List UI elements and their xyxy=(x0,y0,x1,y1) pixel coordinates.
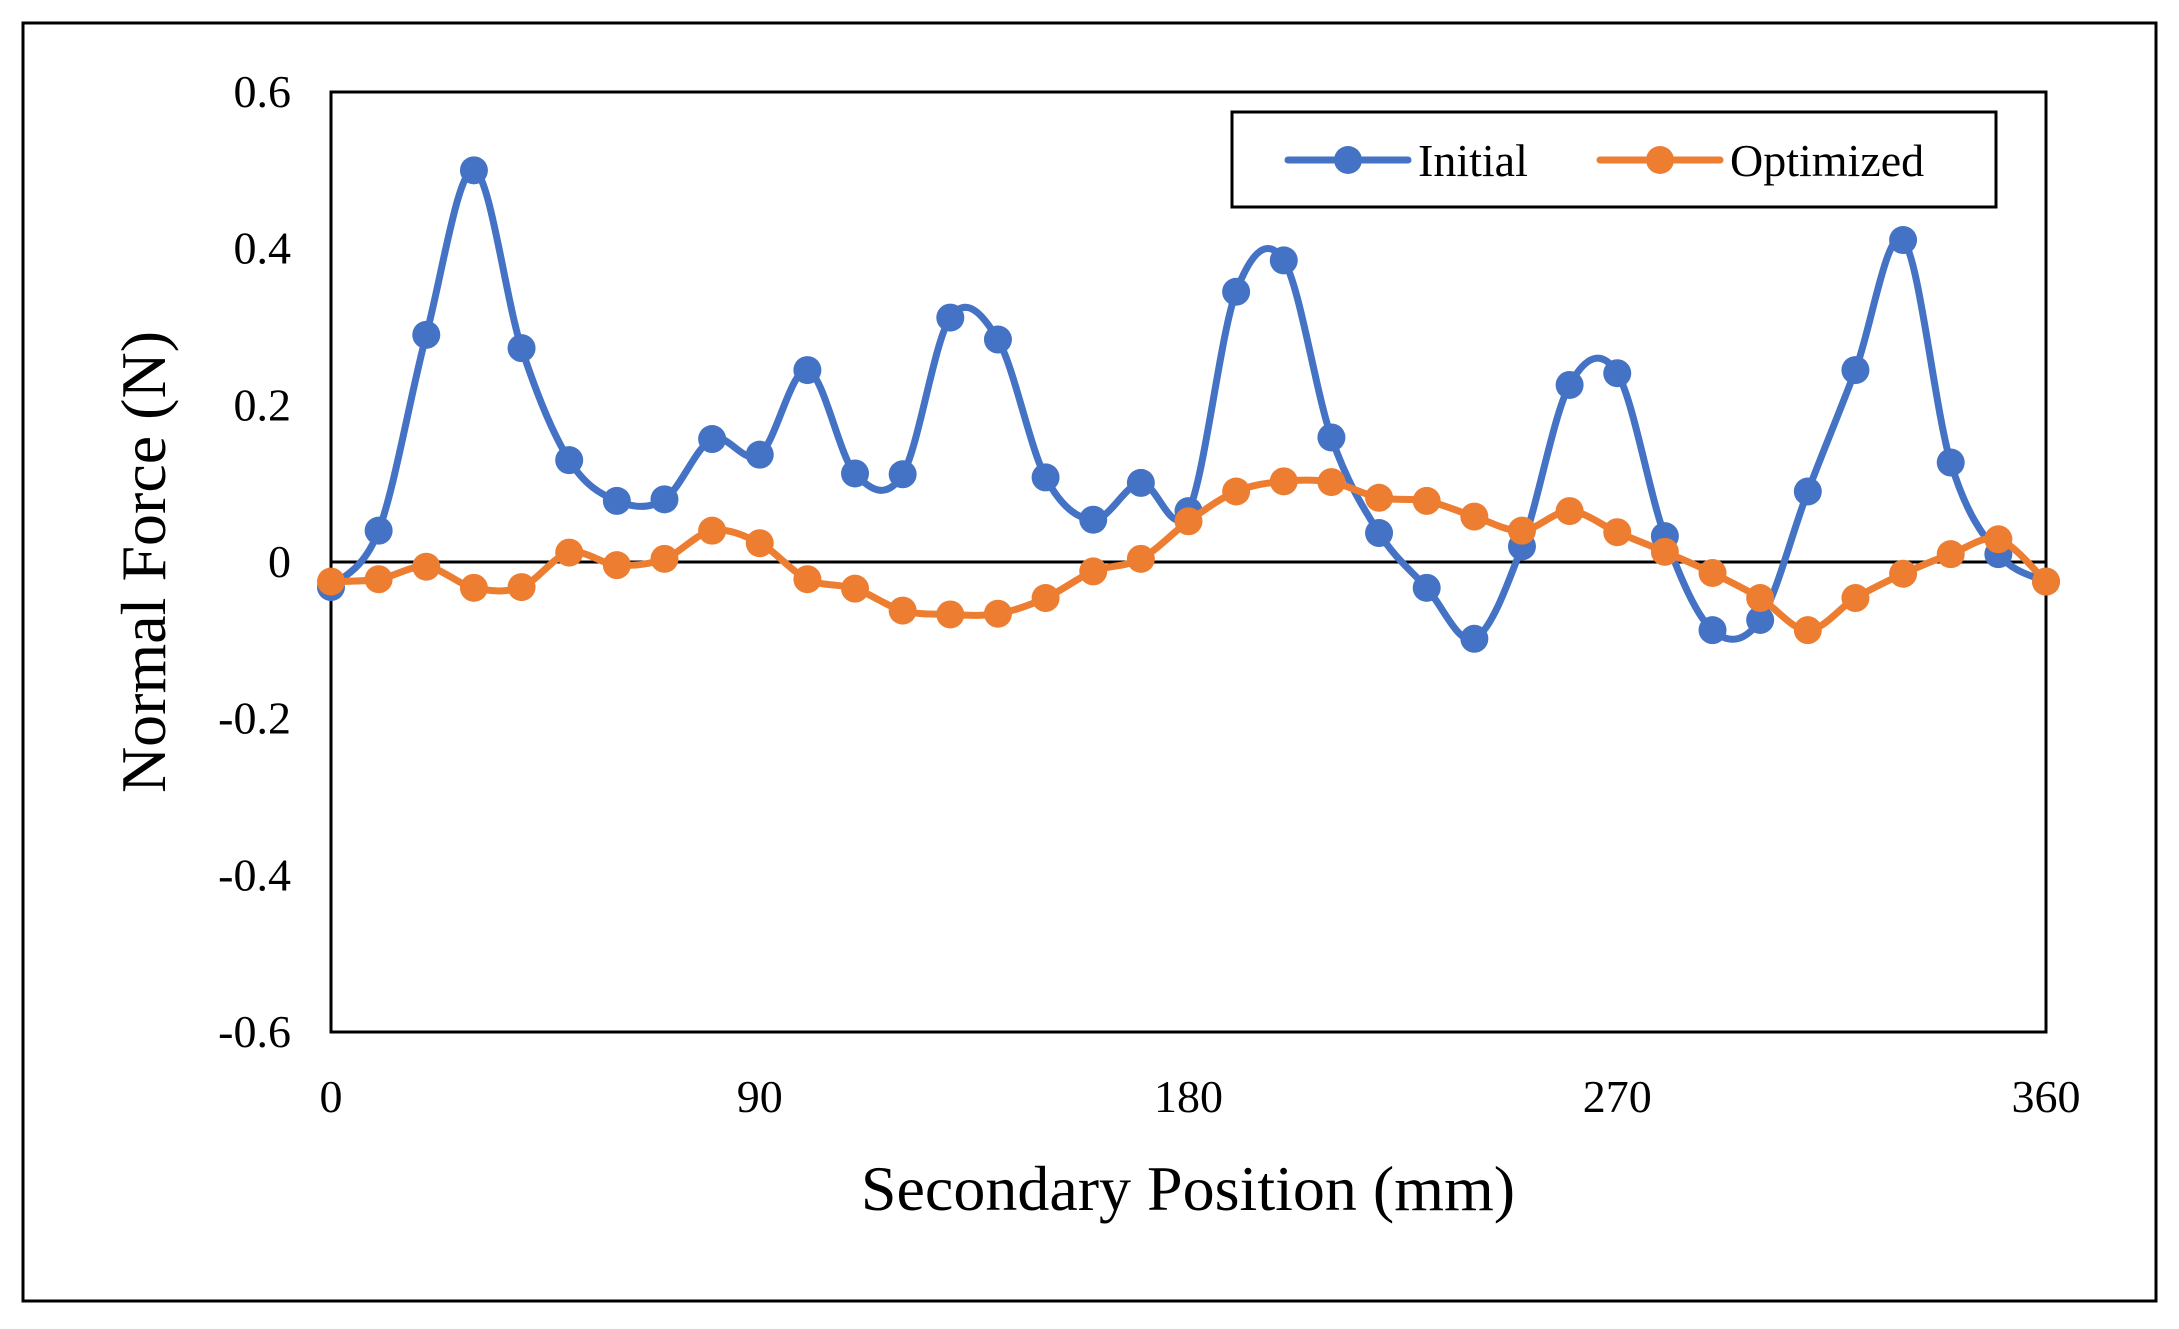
data-point-initial xyxy=(507,334,536,363)
x-tick-label: 270 xyxy=(1583,1071,1652,1122)
data-point-optimized xyxy=(1793,616,1822,645)
data-point-optimized xyxy=(1603,518,1632,547)
data-point-optimized xyxy=(1317,468,1346,497)
x-tick-label: 0 xyxy=(320,1071,343,1122)
data-point-optimized xyxy=(555,538,584,567)
data-point-initial xyxy=(412,320,441,349)
data-point-initial xyxy=(983,325,1012,354)
data-point-initial xyxy=(1031,463,1060,492)
y-axis-tick-labels: 0.6 0.4 0.2 0 -0.2 -0.4 -0.6 xyxy=(218,66,291,1057)
data-point-optimized xyxy=(983,599,1012,628)
data-point-initial xyxy=(1889,226,1918,255)
data-point-initial xyxy=(1555,370,1584,399)
data-point-optimized xyxy=(1222,477,1251,506)
y-tick-label: 0.4 xyxy=(234,223,292,274)
data-point-optimized xyxy=(745,529,774,558)
legend-optimized-marker xyxy=(1646,146,1674,174)
data-point-optimized xyxy=(650,544,679,573)
data-point-optimized xyxy=(1269,467,1298,496)
x-axis-title: Secondary Position (mm) xyxy=(861,1153,1515,1224)
series-optimized xyxy=(317,467,2060,645)
data-point-initial xyxy=(1746,605,1775,634)
y-tick-label: -0.4 xyxy=(218,849,291,900)
data-point-initial xyxy=(1317,423,1346,452)
data-point-initial xyxy=(698,425,727,454)
data-point-initial xyxy=(1269,246,1298,275)
figure-border xyxy=(21,21,2158,1303)
data-point-optimized xyxy=(1889,559,1918,588)
data-point-initial xyxy=(793,356,822,385)
data-point-optimized xyxy=(841,574,870,603)
data-point-initial xyxy=(1365,519,1394,548)
data-point-optimized xyxy=(936,600,965,629)
data-point-optimized xyxy=(317,567,345,596)
data-point-initial xyxy=(1079,505,1108,534)
data-point-initial xyxy=(1603,359,1632,388)
data-point-optimized xyxy=(602,551,631,580)
y-tick-label: -0.2 xyxy=(218,693,291,744)
data-point-initial xyxy=(1460,624,1489,653)
data-point-initial xyxy=(602,486,631,515)
series-line-initial xyxy=(327,166,2050,643)
data-point-initial xyxy=(1841,356,1870,385)
data-point-initial xyxy=(841,459,870,488)
data-point-optimized xyxy=(1555,497,1584,526)
series-layer xyxy=(317,156,2060,653)
data-point-initial xyxy=(745,440,774,469)
data-point-optimized xyxy=(2032,567,2060,596)
data-point-optimized xyxy=(1079,557,1108,586)
data-point-initial xyxy=(1126,468,1155,497)
legend-initial-marker xyxy=(1334,146,1362,174)
data-point-optimized xyxy=(1412,486,1441,515)
data-point-optimized xyxy=(1460,502,1489,531)
data-point-optimized xyxy=(793,565,822,594)
y-tick-label: 0 xyxy=(268,536,291,587)
data-point-optimized xyxy=(1365,483,1394,512)
data-point-initial xyxy=(936,303,965,332)
x-axis-tick-labels: 0 90 180 270 360 xyxy=(320,1071,2081,1122)
series-initial xyxy=(317,156,2060,653)
data-point-optimized xyxy=(1507,516,1536,545)
data-point-optimized xyxy=(1174,507,1203,536)
data-point-initial xyxy=(888,460,917,489)
x-tick-label: 90 xyxy=(737,1071,783,1122)
data-point-initial xyxy=(1698,616,1727,645)
y-tick-label: 0.2 xyxy=(234,379,292,430)
data-point-optimized xyxy=(1650,537,1679,566)
data-point-optimized xyxy=(1031,584,1060,613)
data-point-optimized xyxy=(1841,584,1870,613)
data-point-optimized xyxy=(1698,558,1727,587)
data-point-optimized xyxy=(459,573,488,602)
data-point-optimized xyxy=(412,552,441,581)
data-point-initial xyxy=(364,516,393,545)
data-point-optimized xyxy=(1984,525,2013,554)
data-point-initial xyxy=(459,156,488,185)
x-tick-label: 360 xyxy=(2012,1071,2081,1122)
data-point-optimized xyxy=(507,573,536,602)
data-point-initial xyxy=(1412,573,1441,602)
data-point-initial xyxy=(1793,477,1822,506)
data-point-initial xyxy=(1936,448,1965,477)
legend-initial-label: Initial xyxy=(1418,135,1528,186)
data-point-initial xyxy=(650,485,679,514)
data-point-optimized xyxy=(1936,540,1965,569)
data-point-initial xyxy=(555,446,584,475)
data-point-optimized xyxy=(698,516,727,545)
x-tick-label: 180 xyxy=(1154,1071,1223,1122)
y-axis-title: Normal Force (N) xyxy=(108,331,179,793)
legend: Initial Optimized xyxy=(1230,110,1998,209)
y-tick-label: -0.6 xyxy=(218,1006,291,1057)
legend-optimized-label: Optimized xyxy=(1730,135,1924,186)
data-point-optimized xyxy=(888,596,917,625)
data-point-optimized xyxy=(1746,584,1775,613)
data-point-initial xyxy=(1222,277,1251,306)
y-tick-label: 0.6 xyxy=(234,66,292,117)
data-point-optimized xyxy=(364,565,393,594)
data-point-optimized xyxy=(1126,544,1155,573)
